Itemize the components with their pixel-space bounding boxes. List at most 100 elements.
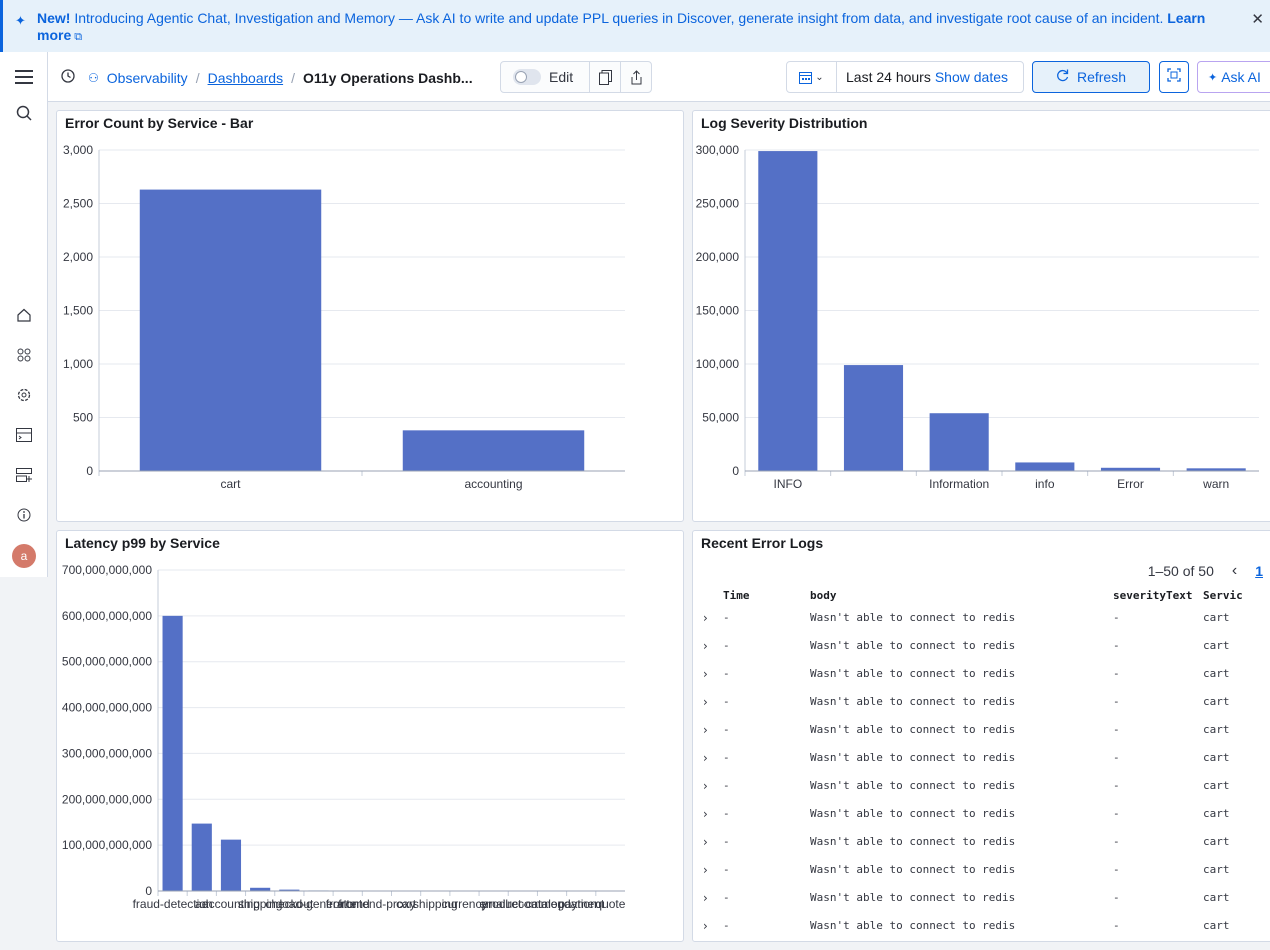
cell-body: Wasn't able to connect to redis	[810, 639, 1016, 652]
table-row[interactable]: › - Wasn't able to connect to redis - cart	[701, 863, 1270, 891]
chevron-right-icon[interactable]: ›	[703, 667, 708, 681]
search-icon[interactable]	[14, 103, 34, 123]
chevron-right-icon[interactable]: ›	[703, 695, 708, 709]
panel-title: Recent Error Logs	[701, 535, 824, 551]
ask-ai-button[interactable]: ✦ Ask AI	[1197, 61, 1270, 93]
table-row[interactable]: › - Wasn't able to connect to redis - cart	[701, 919, 1270, 941]
console-icon[interactable]	[14, 425, 34, 445]
breadcrumb-separator: /	[291, 69, 295, 86]
chevron-right-icon[interactable]: ›	[703, 639, 708, 653]
table-header-row: Time body severityText Servic	[701, 589, 1270, 611]
latency-chart: 0 100,000,000,000 200,000,000,000 300,000,0…	[62, 563, 626, 911]
bar[interactable]	[162, 615, 183, 891]
y-tick-label: 400,000,000,000	[62, 701, 152, 715]
chevron-right-icon[interactable]: ›	[703, 779, 708, 793]
cell-service: cart	[1203, 611, 1230, 624]
error-count-chart: 0 500 1,000 1,500 2,000 2,500 3,000 cart account…	[63, 143, 625, 491]
cell-body: Wasn't able to connect to redis	[810, 891, 1016, 904]
refresh-label: Refresh	[1076, 69, 1127, 85]
x-tick-label: quote	[595, 897, 625, 911]
bar[interactable]	[139, 189, 322, 471]
chevron-right-icon[interactable]: ›	[703, 807, 708, 821]
bar[interactable]	[250, 887, 271, 891]
y-tick-label: 200,000,000,000	[62, 792, 152, 806]
copy-icon[interactable]	[589, 62, 621, 92]
info-icon[interactable]	[14, 505, 34, 525]
column-header-time[interactable]: Time	[723, 589, 750, 602]
breadcrumb-dashboards[interactable]: Dashboards	[207, 69, 284, 86]
cell-service: cart	[1203, 919, 1230, 932]
dashboard-add-icon[interactable]	[14, 465, 34, 485]
bar[interactable]	[220, 839, 242, 891]
bar[interactable]	[191, 823, 212, 891]
home-icon[interactable]	[14, 305, 34, 325]
cell-severity: -	[1113, 667, 1120, 680]
refresh-button[interactable]: Refresh	[1032, 61, 1150, 93]
chevron-right-icon[interactable]: ›	[703, 863, 708, 877]
cell-severity: -	[1113, 919, 1120, 932]
bar[interactable]	[402, 430, 585, 471]
breadcrumb: ⚇ Observability / Dashboards / O11y Oper…	[60, 68, 473, 87]
x-tick-label: fraud-detection	[133, 897, 213, 911]
chevron-right-icon[interactable]: ›	[703, 751, 708, 765]
y-tick-label: 500,000,000,000	[62, 655, 152, 669]
chevron-right-icon[interactable]: ›	[703, 919, 708, 933]
y-tick-label: 300,000	[696, 143, 740, 157]
fullscreen-button[interactable]	[1159, 61, 1189, 93]
calendar-icon[interactable]: ⌄	[787, 62, 837, 92]
breadcrumb-observability[interactable]: Observability	[106, 69, 188, 86]
x-tick-label: product-catalog	[481, 897, 564, 911]
bar[interactable]	[279, 889, 300, 891]
table-row[interactable]: › - Wasn't able to connect to redis - cart	[701, 639, 1270, 667]
table-row[interactable]: › - Wasn't able to connect to redis - cart	[701, 723, 1270, 751]
chevron-right-icon[interactable]: ›	[703, 723, 708, 737]
recent-error-logs-panel: Recent Error Logs 1–50 of 50 ‹ 1 Time bo…	[692, 530, 1270, 942]
share-icon[interactable]	[620, 62, 652, 92]
cell-body: Wasn't able to connect to redis	[810, 807, 1016, 820]
chevron-right-icon[interactable]: ›	[703, 835, 708, 849]
bar[interactable]	[758, 151, 818, 471]
log-table: Time body severityText Servic › - Wasn't a…	[701, 589, 1270, 941]
edit-toggle[interactable]	[513, 69, 541, 85]
bar[interactable]	[1100, 467, 1161, 471]
column-header-service[interactable]: Servic	[1203, 589, 1243, 602]
column-header-severity[interactable]: severityText	[1113, 589, 1193, 602]
table-row[interactable]: › - Wasn't able to connect to redis - cart	[701, 611, 1270, 639]
column-header-body[interactable]: body	[810, 589, 837, 602]
cell-time: -	[723, 835, 730, 848]
apps-icon[interactable]	[14, 345, 34, 365]
chevron-right-icon[interactable]: ›	[703, 891, 708, 905]
cell-time: -	[723, 751, 730, 764]
bar[interactable]	[843, 365, 904, 471]
table-row[interactable]: › - Wasn't able to connect to redis - cart	[701, 807, 1270, 835]
page-number[interactable]: 1	[1255, 563, 1263, 579]
binoculars-icon: ⚇	[88, 70, 99, 85]
banner-learn-more-link[interactable]: Learn more	[37, 10, 1206, 43]
table-row[interactable]: › - Wasn't able to connect to redis - cart	[701, 667, 1270, 695]
y-tick-label: 200,000	[696, 250, 740, 264]
y-tick-label: 100,000,000,000	[62, 838, 152, 852]
chevron-left-icon[interactable]: ‹	[1231, 562, 1238, 579]
time-picker[interactable]: ⌄ Last 24 hours Show dates	[786, 61, 1024, 93]
close-icon[interactable]: ✕	[1251, 11, 1264, 28]
user-avatar[interactable]: a	[12, 544, 36, 568]
y-tick-label: 2,000	[63, 250, 93, 264]
table-row[interactable]: › - Wasn't able to connect to redis - cart	[701, 835, 1270, 863]
y-tick-label: 500	[73, 411, 93, 425]
gear-icon[interactable]	[14, 385, 34, 405]
show-dates-link[interactable]: Show dates	[934, 69, 1009, 85]
bar[interactable]	[1186, 468, 1246, 471]
menu-icon[interactable]	[14, 67, 34, 87]
cell-body: Wasn't able to connect to redis	[810, 779, 1016, 792]
panel-title: Log Severity Distribution	[701, 115, 868, 131]
bar[interactable]	[1015, 462, 1075, 471]
table-row[interactable]: › - Wasn't able to connect to redis - cart	[701, 751, 1270, 779]
x-tick-label: INFO	[773, 477, 802, 491]
chevron-right-icon[interactable]: ›	[703, 611, 708, 625]
history-icon[interactable]	[60, 68, 76, 87]
table-row[interactable]: › - Wasn't able to connect to redis - cart	[701, 695, 1270, 723]
table-row[interactable]: › - Wasn't able to connect to redis - cart	[701, 891, 1270, 919]
bar[interactable]	[929, 413, 989, 471]
table-row[interactable]: › - Wasn't able to connect to redis - cart	[701, 779, 1270, 807]
x-tick-label: info	[1035, 477, 1055, 491]
